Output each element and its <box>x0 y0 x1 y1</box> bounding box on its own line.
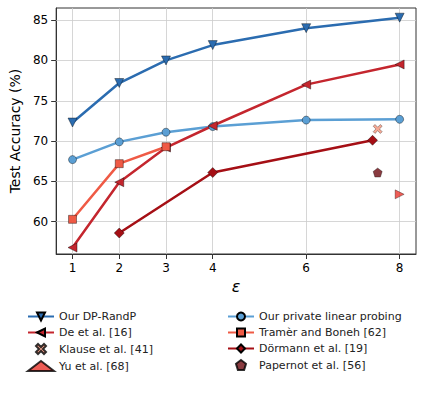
svg-text:Our private linear probing: Our private linear probing <box>259 310 402 323</box>
svg-text:Yu et al. [68]: Yu et al. [68] <box>58 360 129 373</box>
svg-text:1: 1 <box>69 261 77 275</box>
svg-text:De et al. [16]: De et al. [16] <box>59 326 132 339</box>
svg-text:Our DP-RandP: Our DP-RandP <box>59 310 137 323</box>
svg-text:6: 6 <box>302 261 310 275</box>
svg-text:60: 60 <box>33 215 48 229</box>
svg-text:85: 85 <box>33 13 48 27</box>
svg-text:Dörmann et al. [19]: Dörmann et al. [19] <box>259 342 367 355</box>
svg-text:70: 70 <box>33 134 48 148</box>
svg-text:80: 80 <box>33 53 48 67</box>
svg-text:ε: ε <box>232 277 241 296</box>
svg-text:2: 2 <box>115 261 123 275</box>
svg-text:Test Accuracy (%): Test Accuracy (%) <box>7 69 23 195</box>
svg-text:Klause et al. [41]: Klause et al. [41] <box>59 343 153 356</box>
svg-text:3: 3 <box>162 261 170 275</box>
svg-text:8: 8 <box>396 261 404 275</box>
svg-text:65: 65 <box>33 174 48 188</box>
svg-text:Tramèr and Boneh [62]: Tramèr and Boneh [62] <box>258 326 386 339</box>
svg-text:4: 4 <box>209 261 217 275</box>
svg-text:Papernot et al. [56]: Papernot et al. [56] <box>259 359 365 372</box>
svg-text:75: 75 <box>33 94 48 108</box>
